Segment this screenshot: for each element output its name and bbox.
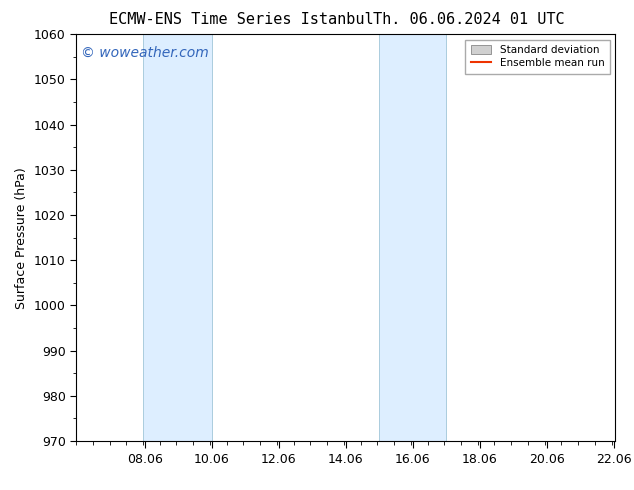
Y-axis label: Surface Pressure (hPa): Surface Pressure (hPa) — [15, 167, 29, 309]
Legend: Standard deviation, Ensemble mean run: Standard deviation, Ensemble mean run — [465, 40, 610, 74]
Bar — [379, 34, 446, 441]
Text: Th. 06.06.2024 01 UTC: Th. 06.06.2024 01 UTC — [373, 12, 565, 27]
Text: © woweather.com: © woweather.com — [81, 46, 209, 60]
Text: ECMW-ENS Time Series Istanbul: ECMW-ENS Time Series Istanbul — [108, 12, 373, 27]
Bar — [143, 34, 212, 441]
